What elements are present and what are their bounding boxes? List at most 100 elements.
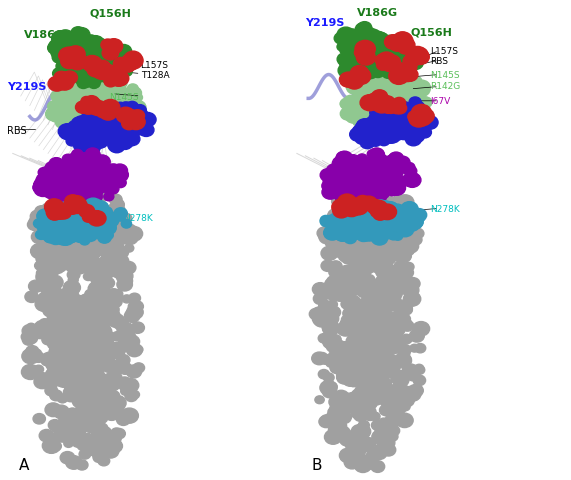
Circle shape xyxy=(353,108,371,122)
Circle shape xyxy=(71,320,86,333)
Circle shape xyxy=(407,215,419,225)
Circle shape xyxy=(324,278,342,293)
Circle shape xyxy=(78,356,92,367)
Circle shape xyxy=(70,249,88,264)
Circle shape xyxy=(100,269,113,280)
Circle shape xyxy=(78,218,90,228)
Circle shape xyxy=(58,49,77,64)
Circle shape xyxy=(392,223,401,231)
Circle shape xyxy=(70,77,88,92)
Circle shape xyxy=(395,375,409,387)
Circle shape xyxy=(90,296,104,308)
Circle shape xyxy=(380,64,397,78)
Circle shape xyxy=(58,172,67,181)
Circle shape xyxy=(111,232,126,244)
Circle shape xyxy=(401,305,412,315)
Circle shape xyxy=(60,298,71,307)
Circle shape xyxy=(403,263,414,272)
Circle shape xyxy=(376,34,389,45)
Circle shape xyxy=(377,53,396,69)
Circle shape xyxy=(49,220,66,235)
Circle shape xyxy=(393,385,405,395)
Circle shape xyxy=(102,109,116,121)
Circle shape xyxy=(363,225,376,235)
Circle shape xyxy=(365,229,380,241)
Circle shape xyxy=(65,335,74,343)
Circle shape xyxy=(59,127,76,141)
Circle shape xyxy=(388,241,401,252)
Circle shape xyxy=(110,311,120,319)
Circle shape xyxy=(374,54,384,62)
Circle shape xyxy=(362,110,372,119)
Circle shape xyxy=(93,215,109,228)
Circle shape xyxy=(389,154,399,162)
Circle shape xyxy=(338,176,353,189)
Circle shape xyxy=(44,218,59,231)
Circle shape xyxy=(375,187,389,200)
Circle shape xyxy=(341,200,361,217)
Circle shape xyxy=(362,338,377,351)
Circle shape xyxy=(350,66,369,82)
Circle shape xyxy=(361,44,379,59)
Circle shape xyxy=(371,100,381,108)
Circle shape xyxy=(365,216,375,223)
Circle shape xyxy=(57,186,74,201)
Circle shape xyxy=(85,177,94,185)
Circle shape xyxy=(403,175,412,183)
Circle shape xyxy=(388,53,400,62)
Circle shape xyxy=(375,302,392,316)
Circle shape xyxy=(332,157,349,171)
Circle shape xyxy=(72,201,83,210)
Circle shape xyxy=(396,49,406,58)
Circle shape xyxy=(364,221,375,230)
Circle shape xyxy=(80,176,90,185)
Circle shape xyxy=(381,249,397,263)
Circle shape xyxy=(387,244,403,257)
Circle shape xyxy=(37,268,50,280)
Circle shape xyxy=(346,80,364,95)
Circle shape xyxy=(384,208,400,222)
Circle shape xyxy=(349,219,367,234)
Circle shape xyxy=(348,32,360,42)
Circle shape xyxy=(361,335,378,348)
Circle shape xyxy=(361,358,375,369)
Circle shape xyxy=(111,265,127,278)
Circle shape xyxy=(66,232,79,242)
Circle shape xyxy=(74,170,90,184)
Circle shape xyxy=(71,232,81,241)
Circle shape xyxy=(46,180,57,189)
Circle shape xyxy=(55,209,71,222)
Circle shape xyxy=(384,340,401,354)
Circle shape xyxy=(381,126,391,133)
Circle shape xyxy=(353,204,364,212)
Circle shape xyxy=(369,126,378,133)
Circle shape xyxy=(357,37,369,47)
Circle shape xyxy=(355,133,369,145)
Circle shape xyxy=(372,53,385,63)
Circle shape xyxy=(79,47,89,55)
Circle shape xyxy=(357,344,371,355)
Circle shape xyxy=(94,224,105,233)
Circle shape xyxy=(83,374,99,388)
Circle shape xyxy=(388,432,398,441)
Circle shape xyxy=(76,56,89,67)
Circle shape xyxy=(61,101,77,115)
Circle shape xyxy=(51,424,62,433)
Circle shape xyxy=(367,151,377,158)
Circle shape xyxy=(120,225,137,239)
Circle shape xyxy=(371,201,388,215)
Circle shape xyxy=(346,299,356,308)
Circle shape xyxy=(55,373,73,387)
Circle shape xyxy=(360,219,369,227)
Circle shape xyxy=(68,346,80,356)
Circle shape xyxy=(96,103,114,118)
Circle shape xyxy=(387,38,400,49)
Circle shape xyxy=(377,211,391,223)
Circle shape xyxy=(384,130,396,140)
Circle shape xyxy=(47,210,60,221)
Circle shape xyxy=(409,98,421,108)
Circle shape xyxy=(61,231,71,240)
Circle shape xyxy=(70,219,86,233)
Circle shape xyxy=(402,77,420,92)
Circle shape xyxy=(363,104,378,117)
